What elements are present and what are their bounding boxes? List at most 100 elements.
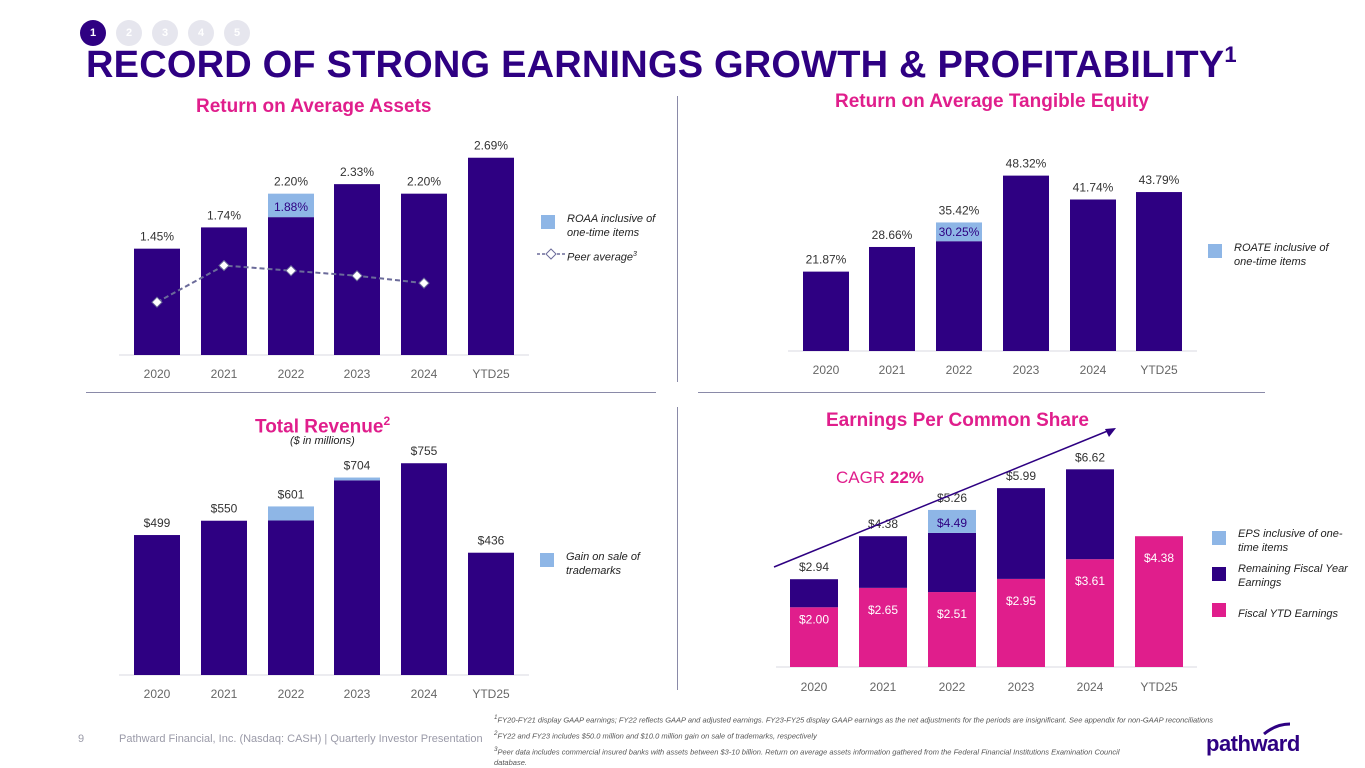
roaa-peer-point (218, 259, 230, 272)
eps-data-label-ytd: $3.61 (1075, 574, 1105, 588)
eps-legend-inclusive-swatch (1212, 531, 1226, 545)
page-title-footnote: 1 (1224, 42, 1237, 67)
roate-data-label: 28.66% (872, 228, 913, 242)
eps-bar-remaining (859, 536, 907, 588)
footnote-2-text: FY22 and FY23 includes $50.0 million and… (497, 731, 817, 741)
page-dot-1[interactable]: 1 (80, 20, 106, 46)
revenue-bar (268, 520, 314, 675)
roaa-legend-peer-label: Peer average3 (567, 248, 637, 265)
eps-bar-ytd (790, 607, 838, 667)
roaa-title: Return on Average Assets (196, 96, 432, 117)
eps-bar-ytd (997, 578, 1045, 667)
revenue-bar-gain (268, 506, 314, 521)
footnote-3: 3Peer data includes commercial insured b… (494, 745, 1134, 768)
roate-bar (1070, 199, 1116, 351)
roate-data-label: 48.32% (1006, 157, 1047, 171)
chart2-tick-label: 2022 (278, 687, 305, 701)
roaa-bar (468, 157, 514, 355)
page-dot-3[interactable]: 3 (152, 20, 178, 46)
eps-legend-remaining-swatch (1212, 567, 1226, 581)
roaa-peer-point (285, 264, 297, 277)
eps-data-label-ytd: $4.38 (1144, 551, 1174, 565)
eps-legend-ytd-swatch (1212, 603, 1226, 617)
eps-bar-remaining (997, 488, 1045, 579)
roate-bar (936, 241, 982, 351)
revenue-legend-gain-label: Gain on sale of trademarks (566, 551, 640, 577)
chart0-tick-label: 2021 (211, 367, 238, 381)
chart1-tick-label: 2022 (946, 363, 973, 377)
eps-bar-ytd (1135, 536, 1183, 667)
revenue-bar (201, 520, 247, 675)
roate-data-label: 21.87% (806, 253, 847, 267)
chart3-tick-label: 2023 (1008, 680, 1035, 694)
roate-title: Return on Average Tangible Equity (835, 91, 1149, 112)
revenue-legend-gain-swatch (540, 553, 554, 567)
footnote-3-text: Peer data includes commercial insured ba… (494, 747, 1120, 767)
roaa-peer-point (151, 296, 163, 308)
roaa-bar (401, 193, 447, 355)
roaa-legend: ROAA inclusive of one-time items Peer av… (537, 212, 671, 272)
roaa-bar-inclusive (268, 193, 314, 218)
eps-title: Earnings Per Common Share (826, 410, 1089, 431)
chart0-tick-label: 2022 (278, 367, 305, 381)
revenue-bar (134, 535, 180, 675)
roaa-legend-peer-icon (537, 248, 565, 260)
page-dot-5[interactable]: 5 (224, 20, 250, 46)
eps-data-label-total: $5.99 (1006, 469, 1036, 483)
roaa-legend-inclusive-swatch (541, 215, 555, 229)
eps-data-label-ytd: $2.65 (868, 603, 898, 617)
chart1-tick-label: 2020 (813, 363, 840, 377)
roaa-data-label: 1.88% (274, 200, 308, 214)
page-title-text: RECORD OF STRONG EARNINGS GROWTH & PROFI… (86, 44, 1225, 86)
page-dot-4[interactable]: 4 (188, 20, 214, 46)
revenue-bar (468, 552, 514, 675)
eps-bar-inclusive (928, 509, 976, 533)
chart1-tick-label: 2021 (879, 363, 906, 377)
chart2-tick-label: 2024 (411, 687, 438, 701)
eps-data-label-inclusive: $5.26 (937, 491, 967, 505)
roaa-legend-peer-footnote: 3 (633, 251, 637, 258)
chart0-tick-label: 2023 (344, 367, 371, 381)
pathward-logo: pathward (1206, 731, 1300, 756)
page-dot-2[interactable]: 2 (116, 20, 142, 46)
roate-data-label-inclusive: 35.42% (939, 203, 980, 217)
divider-vertical-bottom (677, 407, 678, 690)
chart3-tick-label: 2021 (870, 680, 897, 694)
chart2-tick-label: 2021 (211, 687, 238, 701)
footnote-3-sup: 3 (494, 746, 498, 753)
eps-bar-ytd (928, 592, 976, 667)
roate-legend-inclusive-label: ROATE inclusive of one-time items (1234, 242, 1329, 268)
roaa-bar (334, 184, 380, 355)
eps-data-label-total: $4.49 (937, 516, 967, 530)
logo-swoosh-icon (1263, 722, 1291, 736)
roaa-legend-inclusive-label: ROAA inclusive of one-time items (567, 213, 656, 239)
chart2-tick-label: 2023 (344, 687, 371, 701)
revenue-data-label: $436 (478, 534, 505, 548)
roaa-bar (268, 217, 314, 355)
roaa-legend-peer-text: Peer average (567, 251, 634, 264)
revenue-bar-gain (334, 477, 380, 481)
eps-legend-inclusive-label: EPS inclusive of one-time items (1238, 528, 1343, 554)
eps-data-label-total: $4.38 (868, 517, 898, 531)
eps-data-label-ytd: $2.00 (799, 612, 829, 626)
roate-bar-inclusive (936, 222, 982, 242)
revenue-title: Total Revenue2 (255, 414, 390, 438)
roaa-data-label: 2.69% (474, 139, 508, 153)
divider-horizontal-right (698, 392, 1265, 393)
roaa-bar (201, 227, 247, 355)
eps-cagr-value: 22% (889, 468, 924, 487)
chart2-tick-label: YTD25 (472, 687, 510, 701)
revenue-title-text: Total Revenue (255, 416, 384, 438)
revenue-title-footnote: 2 (383, 414, 391, 428)
page-number: 9 (78, 733, 85, 745)
revenue-data-label: $704 (344, 459, 371, 473)
footnote-1-sup: 1 (494, 714, 498, 721)
revenue-data-label: $755 (411, 444, 438, 458)
divider-horizontal-left (86, 392, 656, 393)
footnote-2-sup: 2 (494, 730, 498, 737)
chart2-tick-label: 2020 (144, 687, 171, 701)
eps-legend-ytd-label: Fiscal YTD Earnings (1238, 608, 1339, 620)
eps-cagr: CAGR 22% (836, 468, 924, 488)
roaa-data-label: 2.33% (340, 165, 374, 179)
eps-bar-remaining (790, 579, 838, 608)
